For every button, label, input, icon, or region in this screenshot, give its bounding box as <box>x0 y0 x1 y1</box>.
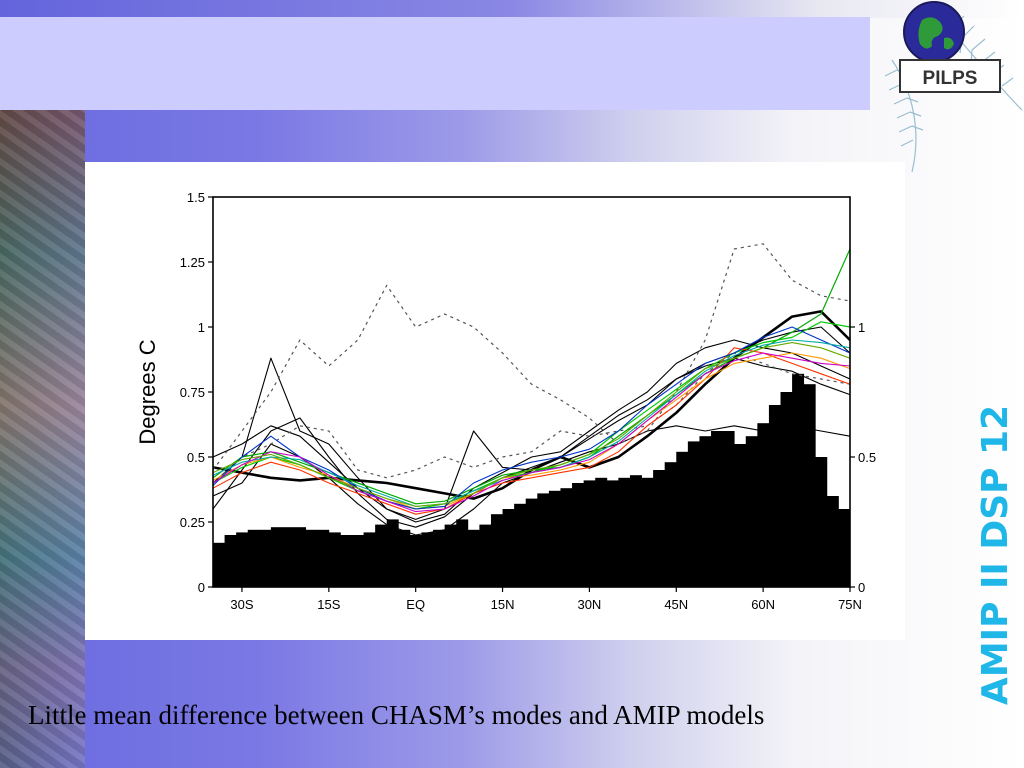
bar <box>803 384 816 587</box>
x-tick-label: EQ <box>406 597 425 612</box>
bar <box>259 529 272 587</box>
bar <box>618 477 631 587</box>
y-axis-label: Degrees C <box>135 339 160 444</box>
bar <box>687 441 700 587</box>
y-tick-label: 1.25 <box>180 255 205 270</box>
series-line-12 <box>212 326 851 510</box>
latitude-temperature-chart: 0 0.25 0.5 0.75 1 1.25 1.5 0 0.5 1 30S 15S EQ 15N 30N 4… <box>135 190 876 612</box>
bar <box>548 490 561 587</box>
bar <box>525 498 538 587</box>
bar <box>409 535 422 587</box>
bar <box>294 527 307 587</box>
x-tick-label: 60N <box>751 597 775 612</box>
bar <box>490 514 503 587</box>
bar <box>247 529 260 587</box>
series-line-15 <box>212 342 851 507</box>
bar <box>757 423 770 587</box>
bar <box>479 524 492 587</box>
bar <box>572 483 585 587</box>
x-tick-label: 15N <box>491 597 515 612</box>
bar <box>398 529 411 587</box>
bar <box>537 493 550 587</box>
logo-text: PILPS <box>923 68 978 89</box>
bar <box>375 524 388 587</box>
y-tick-label: 0.25 <box>180 515 205 530</box>
chart-panel: 0 0.25 0.5 0.75 1 1.25 1.5 0 0.5 1 30S 15S EQ 15N 30N 4… <box>85 162 905 640</box>
bar <box>711 431 723 587</box>
bar <box>317 529 330 587</box>
bar <box>815 457 828 587</box>
y2-tick-label: 1 <box>858 320 865 335</box>
y2-tick-label: 0.5 <box>858 450 876 465</box>
side-title-svg: AMIP II DSP 12 <box>975 405 1016 705</box>
bar <box>305 529 318 587</box>
bar <box>456 519 469 587</box>
bar <box>676 451 689 587</box>
bar <box>467 529 480 587</box>
bar <box>641 477 654 587</box>
x-tick-label: 30N <box>577 597 601 612</box>
series-line-6 <box>212 243 851 471</box>
series-line-11 <box>212 352 851 510</box>
bar <box>826 496 839 587</box>
series-line-2 <box>212 339 851 523</box>
side-title: AMIP II DSP 12 <box>975 405 1016 705</box>
bar <box>351 535 364 587</box>
slide-caption: Little mean difference between CHASM’s m… <box>28 700 765 730</box>
series-line-10 <box>212 347 851 515</box>
bar <box>363 532 376 587</box>
bar <box>386 519 399 587</box>
x-tick-label: 45N <box>664 597 688 612</box>
top-band <box>0 0 1024 18</box>
x-tick-label: 30S <box>230 597 253 612</box>
bar <box>606 480 619 587</box>
left-decorative-strip <box>0 110 85 768</box>
bar <box>514 503 527 587</box>
bar <box>780 392 793 587</box>
bar <box>664 462 677 587</box>
bar <box>282 527 295 587</box>
bar <box>340 535 353 587</box>
bar <box>595 477 608 587</box>
bar <box>421 532 434 587</box>
bar <box>213 542 225 587</box>
bar <box>224 535 237 587</box>
bar <box>236 532 249 587</box>
bar <box>792 373 805 587</box>
y-tick-label: 0.5 <box>187 450 205 465</box>
series-line-7 <box>212 352 851 484</box>
bar <box>768 405 781 587</box>
bar <box>270 527 283 587</box>
ticks-layer: 0 0.25 0.5 0.75 1 1.25 1.5 0 0.5 1 30S 15S EQ 15N 30N 4… <box>180 190 876 612</box>
bar <box>629 475 642 587</box>
bar <box>433 529 446 587</box>
bar <box>838 509 851 587</box>
bar <box>444 524 457 587</box>
bar <box>734 444 747 587</box>
y-tick-label: 1.5 <box>187 190 205 205</box>
bar <box>328 532 341 587</box>
y-tick-label: 0.75 <box>180 385 205 400</box>
title-box <box>0 17 870 110</box>
x-tick-label: 15S <box>317 597 340 612</box>
bar <box>722 431 735 587</box>
series-line-3 <box>212 357 851 528</box>
bar <box>560 488 573 587</box>
bar <box>583 480 596 587</box>
y2-tick-label: 0 <box>858 580 865 595</box>
bar <box>502 509 515 587</box>
pilps-logo: PILPS <box>884 1 1023 173</box>
series-line-14 <box>212 352 851 513</box>
bar <box>699 436 712 587</box>
bar <box>653 470 666 587</box>
y-tick-label: 0 <box>198 580 205 595</box>
y-tick-label: 1 <box>198 320 205 335</box>
bars-layer <box>213 373 851 587</box>
lines-layer <box>212 243 851 536</box>
x-tick-label: 75N <box>838 597 862 612</box>
bar <box>745 436 758 587</box>
